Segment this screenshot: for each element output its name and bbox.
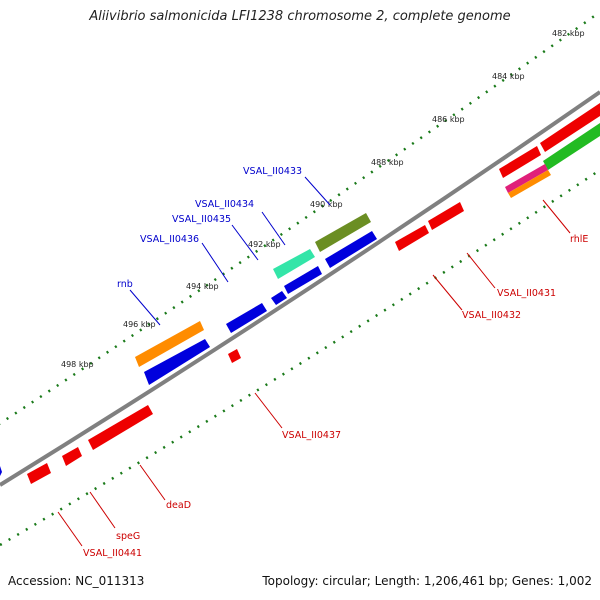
gene-arrow[interactable] [395,225,429,251]
ruler-label: 484 kbp [492,72,525,81]
gene-arrow[interactable] [273,249,315,279]
gene-arrow[interactable] [315,213,371,252]
ruler-label: 492 kbp [248,240,281,249]
ruler-label: 486 kbp [432,115,465,124]
gene-label[interactable]: speG [116,531,140,542]
map-title: Aliivibrio salmonicida LFI1238 chromosom… [89,9,511,24]
gene-arrow[interactable] [540,103,600,152]
gene-arrow[interactable] [27,463,51,484]
gene-label[interactable]: VSAL_II0437 [282,430,341,441]
gene-label[interactable]: VSAL_II0436 [140,234,199,245]
gene-label[interactable]: VSAL_II0432 [462,310,521,321]
label-leaders [57,176,571,547]
ruler-label: 498 kbp [61,360,94,369]
gene-label[interactable]: VSAL_II0434 [195,199,254,210]
gene-label[interactable]: VSAL_II0431 [497,288,556,299]
ruler-label: 488 kbp [371,158,404,167]
ruler-label: 496 kbp [123,320,156,329]
gene-arrow[interactable] [62,447,82,466]
ruler-label: 490 kbp [310,200,343,209]
gene-arrow[interactable] [271,291,287,305]
ruler-label: 494 kbp [186,282,219,291]
gene-arrow[interactable] [135,321,204,367]
gene-labels: VSAL_II0433 VSAL_II0434 VSAL_II0435 VSAL… [83,166,588,559]
chromosome-backbone [0,90,600,487]
gene-arrow[interactable] [325,231,377,268]
genome-summary-text: Topology: circular; Length: 1,206,461 bp… [262,574,592,588]
gene-arrow[interactable] [284,266,322,294]
gene-label[interactable]: rhlE [570,234,588,245]
gene-label[interactable]: VSAL_II0441 [83,548,142,559]
accession-text: Accession: NC_011313 [8,574,145,588]
inner-tick-ring [0,168,600,547]
ruler-labels: 482 kbp 484 kbp 486 kbp 488 kbp 490 kbp … [61,29,585,369]
ruler-label: 482 kbp [552,29,585,38]
gene-arrow[interactable] [428,202,464,230]
gene-arrow[interactable] [499,146,541,178]
gene-arrow[interactable] [543,123,600,170]
gene-arrow[interactable] [144,339,210,385]
gene-label[interactable]: VSAL_II0433 [243,166,302,177]
gene-arrow[interactable] [228,349,241,363]
reverse-genes [27,146,551,484]
gene-arrow[interactable] [88,405,153,450]
forward-genes [0,103,600,476]
gene-arrow[interactable] [0,466,2,476]
gene-label[interactable]: VSAL_II0435 [172,214,231,225]
gene-arrow[interactable] [505,164,548,193]
gene-arrow[interactable] [226,303,267,333]
gene-arrow[interactable] [508,170,551,198]
outer-tick-ring [0,10,600,425]
gene-label[interactable]: deaD [166,500,191,511]
gene-label[interactable]: rnb [117,279,133,290]
